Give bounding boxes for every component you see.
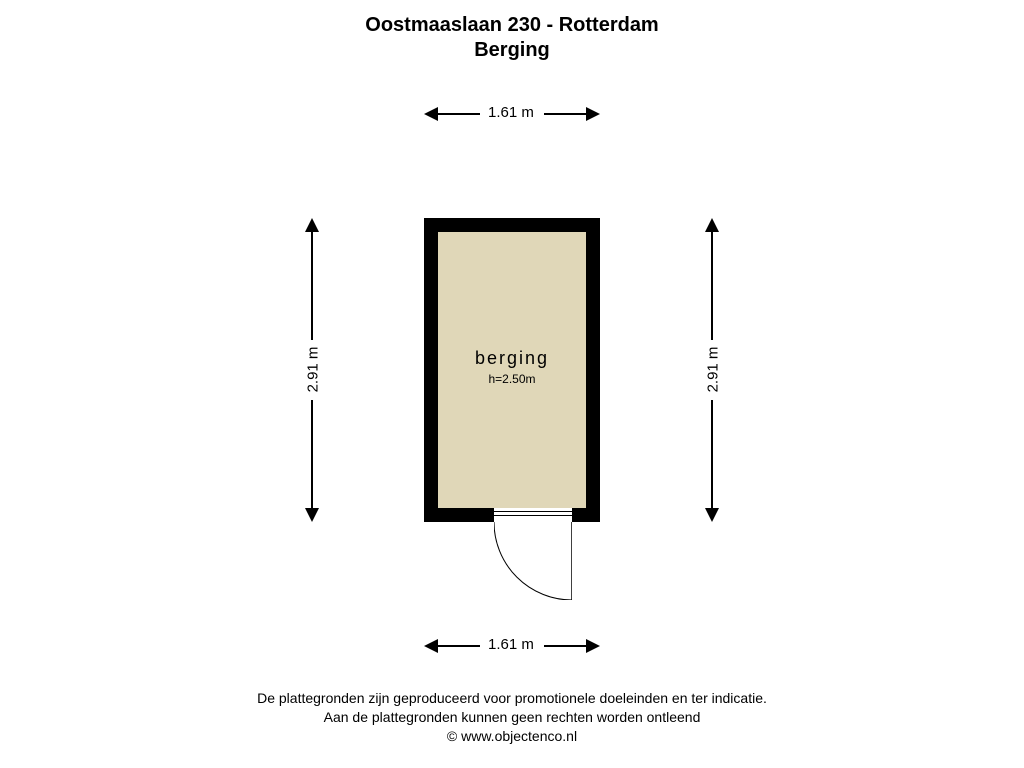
title-address: Oostmaaslaan 230 - Rotterdam [0,14,1024,37]
dim-line [711,400,713,512]
dim-bottom-label: 1.61 m [484,636,538,653]
arrow-right-icon [586,639,600,653]
dim-line [311,228,313,340]
dim-left-label: 2.91 m [304,343,321,397]
room-interior [438,232,586,508]
dim-line [711,228,713,340]
dim-line [311,400,313,512]
arrow-down-icon [305,508,319,522]
footer-line1: De plattegronden zijn geproduceerd voor … [0,689,1024,708]
dim-line [544,113,590,115]
dim-top-label: 1.61 m [484,104,538,121]
footer-copyright: © www.objectenco.nl [0,727,1024,746]
dim-right-label: 2.91 m [704,343,721,397]
room-height-label: h=2.50m [424,372,600,386]
arrow-right-icon [586,107,600,121]
door-threshold-line [494,515,572,516]
arrow-down-icon [705,508,719,522]
dimension-top: 1.61 m [424,104,600,124]
room-name: berging [424,348,600,369]
dim-line [434,113,480,115]
footer-disclaimer: De plattegronden zijn geproduceerd voor … [0,689,1024,746]
door-swing-icon [494,522,572,600]
title-block: Oostmaaslaan 230 - Rotterdam Berging [0,14,1024,62]
dim-line [434,645,480,647]
dimension-right: 2.91 m [702,218,722,522]
dim-line [544,645,590,647]
footer-line2: Aan de plattegronden kunnen geen rechten… [0,708,1024,727]
dimension-bottom: 1.61 m [424,636,600,656]
room-outline: berging h=2.50m [424,218,600,522]
dimension-left: 2.91 m [302,218,322,522]
door-threshold-line [494,511,572,512]
title-floor: Berging [0,39,1024,62]
